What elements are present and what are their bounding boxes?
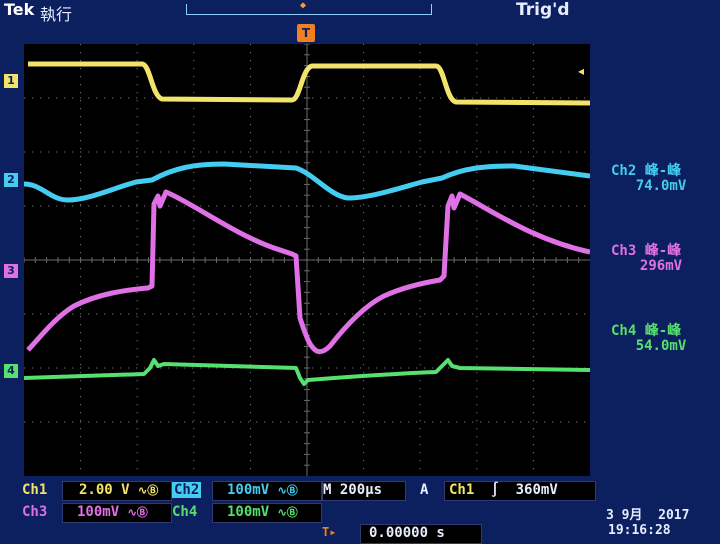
time-display: 19:16:28 (608, 523, 671, 538)
trigger-mode: A (420, 482, 429, 498)
ch2-marker[interactable]: 2 (4, 173, 18, 187)
trigger-settings-box[interactable]: Ch1 ∫ 360mV (444, 481, 596, 501)
ch4-scale-box[interactable]: 100mV ∿Ⓑ (212, 503, 322, 523)
ch4-trace (24, 358, 590, 386)
ch2-scale-box[interactable]: 100mV ∿Ⓑ (212, 481, 322, 501)
ch3-label: Ch3 (22, 504, 48, 520)
ch3-trace (26, 189, 590, 355)
measure-ch2-value: 74.0mV (635, 178, 687, 194)
status-bar (0, 0, 720, 22)
date-display: 3 9月 2017 (606, 508, 690, 523)
rising-edge-icon: ∫ (490, 482, 500, 498)
ch3-scale-box[interactable]: 100mV ∿Ⓑ (62, 503, 172, 523)
bandwidth-limit-icon: ∿Ⓑ (138, 484, 159, 497)
measure-ch4-label: Ch4 峰-峰 (611, 323, 682, 339)
timebase-box[interactable]: M 200µs (322, 481, 406, 501)
brand-logo: Tek (4, 0, 35, 19)
ch4-label: Ch4 (172, 504, 198, 520)
record-trigger-marker: ◆ (300, 0, 307, 11)
ch2-label: Ch2 (172, 482, 202, 498)
bandwidth-limit-icon: ∿Ⓑ (277, 484, 298, 497)
ch1-trace (28, 61, 590, 106)
acquisition-mode: 執行 (40, 5, 73, 24)
ch1-label: Ch1 (22, 482, 48, 498)
trigger-position-marker[interactable]: T (297, 24, 315, 42)
trigger-level-arrow-icon: ◂ (578, 64, 585, 78)
record-position-bar[interactable] (186, 4, 432, 15)
measure-ch4-value: 54.0mV (635, 338, 687, 354)
waveform-display[interactable] (24, 44, 590, 476)
ch1-scale-box[interactable]: 2.00 V ∿Ⓑ (62, 481, 172, 501)
horizontal-position-box[interactable]: 0.00000 s (360, 524, 482, 544)
measure-ch2-label: Ch2 峰-峰 (611, 163, 682, 179)
measure-ch3-label: Ch3 峰-峰 (611, 243, 682, 259)
ch2-trace (24, 161, 590, 203)
horizontal-position-icon: T▸ (322, 525, 337, 539)
bandwidth-limit-icon: ∿Ⓑ (127, 506, 148, 519)
measure-ch3-value: 296mV (639, 258, 683, 274)
bandwidth-limit-icon: ∿Ⓑ (277, 506, 298, 519)
ch3-marker[interactable]: 3 (4, 264, 18, 278)
trigger-status: Trig'd (516, 0, 570, 20)
ch1-marker[interactable]: 1 (4, 74, 18, 88)
ch4-marker[interactable]: 4 (4, 364, 18, 378)
